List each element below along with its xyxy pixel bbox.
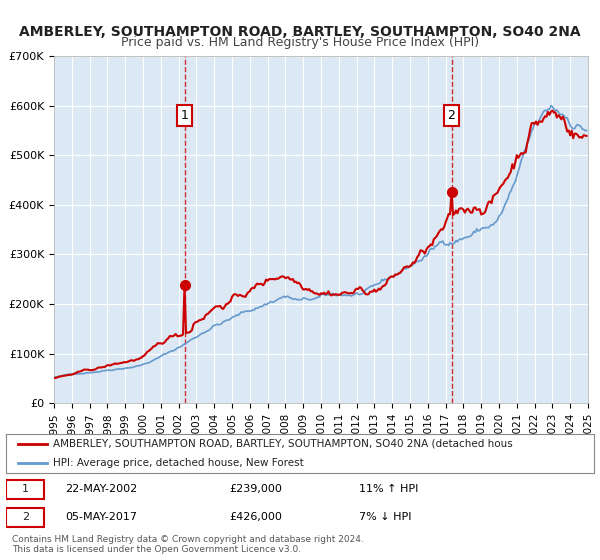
Text: HPI: Average price, detached house, New Forest: HPI: Average price, detached house, New … [53,459,304,468]
Text: £426,000: £426,000 [229,512,283,522]
FancyBboxPatch shape [6,508,44,527]
FancyBboxPatch shape [6,480,44,499]
Text: 1: 1 [22,484,29,494]
Text: £239,000: £239,000 [229,484,283,494]
Text: AMBERLEY, SOUTHAMPTON ROAD, BARTLEY, SOUTHAMPTON, SO40 2NA: AMBERLEY, SOUTHAMPTON ROAD, BARTLEY, SOU… [19,25,581,39]
Text: Price paid vs. HM Land Registry's House Price Index (HPI): Price paid vs. HM Land Registry's House … [121,36,479,49]
Text: 22-MAY-2002: 22-MAY-2002 [65,484,137,494]
Text: 05-MAY-2017: 05-MAY-2017 [65,512,137,522]
Text: 1: 1 [181,109,188,122]
Text: 2: 2 [448,109,455,122]
Text: 7% ↓ HPI: 7% ↓ HPI [359,512,412,522]
Text: 2: 2 [22,512,29,522]
Text: 11% ↑ HPI: 11% ↑ HPI [359,484,418,494]
Text: Contains HM Land Registry data © Crown copyright and database right 2024.
This d: Contains HM Land Registry data © Crown c… [12,535,364,554]
Text: AMBERLEY, SOUTHAMPTON ROAD, BARTLEY, SOUTHAMPTON, SO40 2NA (detached hous: AMBERLEY, SOUTHAMPTON ROAD, BARTLEY, SOU… [53,439,513,449]
